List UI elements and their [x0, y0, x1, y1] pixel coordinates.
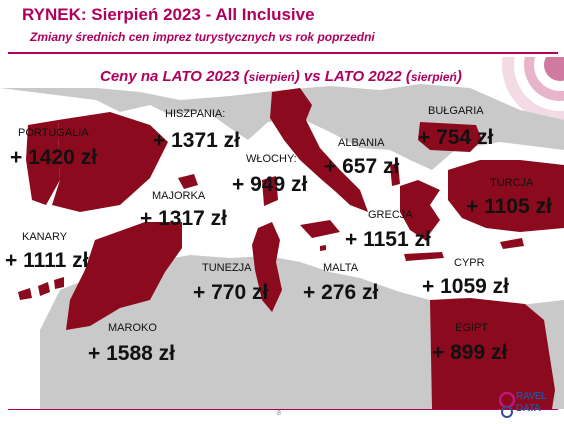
- price-malta: + 276 zł: [303, 281, 379, 304]
- country-egypt: [430, 298, 555, 409]
- country-label-greece: GRECJA: [368, 209, 413, 221]
- price-bulgaria: + 754 zł: [418, 126, 494, 149]
- logo-text-line2: DATA: [516, 403, 541, 414]
- price-egypt: + 899 zł: [432, 341, 508, 364]
- country-majorca: [178, 174, 198, 189]
- target-circles-decoration: [502, 57, 564, 123]
- country-label-spain: HISZPANIA:: [165, 108, 226, 120]
- country-label-cyprus: CYPR: [454, 257, 485, 269]
- country-cyprus: [500, 238, 524, 249]
- land-europe: [0, 84, 564, 170]
- price-italy: + 949 zł: [232, 173, 308, 196]
- footer-divider: [8, 409, 558, 410]
- price-tunisia: + 770 zł: [193, 281, 269, 304]
- price-portugal: + 1420 zł: [10, 146, 97, 169]
- country-canaries-1: [18, 288, 32, 300]
- page-number: 8: [277, 410, 281, 417]
- country-label-majorca: MAJORKA: [152, 190, 206, 202]
- country-italy: [270, 88, 368, 212]
- comparison-heading: Ceny na LATO 2023 (sierpień) vs LATO 202…: [100, 68, 462, 85]
- country-label-tunisia: TUNEZJA: [202, 262, 252, 274]
- page-title: RYNEK: Sierpień 2023 - All Inclusive: [22, 5, 315, 24]
- logo-text-line1: RAVEL: [516, 391, 547, 402]
- price-albania: + 657 zł: [324, 155, 400, 178]
- country-label-bulgaria: BUŁGARIA: [428, 105, 484, 117]
- price-turkey: + 1105 zł: [466, 195, 552, 218]
- logo-mark-icon: [498, 391, 516, 418]
- header-divider: [8, 52, 558, 54]
- country-tunisia: [252, 222, 282, 312]
- country-label-canaries: KANARY: [22, 231, 68, 243]
- country-morocco: [66, 222, 182, 330]
- price-cyprus: + 1059 zł: [422, 275, 509, 298]
- country-canaries-2: [38, 282, 50, 296]
- country-label-albania: ALBANIA: [338, 137, 385, 149]
- country-canaries-3: [54, 277, 64, 289]
- price-majorca: + 1317 zł: [140, 207, 227, 230]
- country-label-egypt: EGIPT: [455, 322, 489, 334]
- country-label-turkey: TURCJA: [490, 177, 534, 189]
- country-sardinia: [262, 176, 278, 206]
- price-canaries: + 1111 zł: [5, 249, 89, 272]
- country-sicily: [300, 220, 340, 238]
- country-albania: [390, 163, 400, 186]
- country-label-malta: MALTA: [323, 262, 359, 274]
- country-portugal: [26, 120, 60, 205]
- country-turkey: [448, 160, 564, 232]
- price-greece: + 1151 zł: [345, 228, 431, 251]
- country-label-morocco: MAROKO: [108, 322, 157, 334]
- country-label-italy: WŁOCHY:: [246, 153, 297, 165]
- country-bulgaria: [418, 122, 482, 152]
- country-malta: [320, 245, 326, 251]
- travel-data-logo: RAVEL DATA: [498, 389, 558, 419]
- price-spain: + 1371 zł: [153, 129, 240, 152]
- mediterranean-map: [0, 57, 564, 409]
- country-greece: [400, 180, 440, 240]
- price-morocco: + 1588 zł: [88, 342, 175, 365]
- page-subtitle: Zmiany średnich cen imprez turystycznych…: [30, 30, 375, 44]
- country-crete: [404, 252, 444, 261]
- country-spain: [52, 112, 168, 212]
- country-label-portugal: PORTUGALIA: [18, 127, 89, 139]
